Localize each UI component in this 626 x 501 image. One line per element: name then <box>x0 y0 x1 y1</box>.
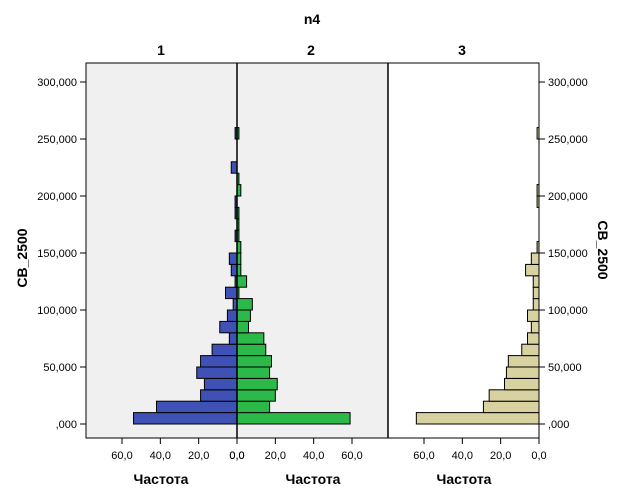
bar-panel1-2 <box>200 389 238 402</box>
bar-panel2-2 <box>236 389 276 402</box>
bar-panel3-7 <box>527 332 540 345</box>
bar-panel3-12 <box>532 275 540 288</box>
bar-panel3-3 <box>504 377 540 391</box>
x-tick-label-panel2-2: 40,0 <box>303 450 324 462</box>
panel-label-2: 2 <box>307 42 315 58</box>
bar-panel2-4 <box>236 366 271 379</box>
x-tick-label-panel2-3: 60,0 <box>341 450 362 462</box>
bar-panel3-9 <box>527 309 540 322</box>
bar-panel3-2 <box>488 389 540 402</box>
bar-panel1-5 <box>200 355 238 368</box>
x-axis-label-2: Частота <box>286 471 341 487</box>
y-tick-label-right-6: 300,000 <box>548 77 588 89</box>
x-axes: 60,0 40,0 20,0 0,0 0,0 20,0 40,0 60,0 60,0 40,0 20… <box>111 438 547 462</box>
y-tick-label-left-3: 150,000 <box>37 248 77 260</box>
bar-panel3-6 <box>521 343 540 357</box>
bar-panel2-5 <box>236 355 272 368</box>
y-tick-label-left-0: ,000 <box>56 419 77 431</box>
bar-panel2-8 <box>236 320 249 334</box>
bar-panel3-13 <box>525 263 540 277</box>
x-tick-label-panel1-1: 40,0 <box>150 450 171 462</box>
y-tick-label-right-5: 250,000 <box>548 134 588 146</box>
y-tick-label-left-4: 200,000 <box>37 191 77 203</box>
y-axis-label-right: CB_2500 <box>595 220 611 279</box>
x-axis-label-3: Частота <box>437 471 492 487</box>
y-tick-label-right-0: ,000 <box>548 419 569 431</box>
chart-title: n4 <box>304 11 321 27</box>
bar-panel3-5 <box>507 355 540 368</box>
y-tick-label-left-2: 100,000 <box>37 305 77 317</box>
bar-panel3-0 <box>415 412 540 425</box>
bar-panel3-4 <box>505 366 540 379</box>
y-axis-right: ,000 50,000 100,000 150,000 200,000 250,000 30… <box>539 77 588 431</box>
bar-panel3-11 <box>532 286 540 300</box>
bar-panel1-3 <box>203 377 238 391</box>
bar-panel3-1 <box>482 400 540 414</box>
y-tick-label-right-1: 50,000 <box>548 362 582 374</box>
bar-panel2-6 <box>236 343 267 357</box>
bar-panel1-6 <box>211 343 238 357</box>
bar-panel1-14 <box>228 252 238 265</box>
y-axis-left: ,000 50,000 100,000 150,000 200,000 250,000 30… <box>37 77 86 431</box>
x-tick-label-panel2-1: 20,0 <box>265 450 286 462</box>
bar-panel1-4 <box>196 366 238 379</box>
x-tick-label-panel1-3: 0,0 <box>229 450 244 462</box>
bar-panel2-7 <box>236 332 265 345</box>
bar-panel1-1 <box>156 400 238 414</box>
bar-panel2-3 <box>236 377 278 391</box>
panel-label-1: 1 <box>157 42 165 58</box>
bar-panel3-15 <box>536 241 540 254</box>
bar-panel1-7 <box>228 332 238 345</box>
x-tick-label-panel3-1: 40,0 <box>452 450 473 462</box>
bar-panel3-18 <box>536 127 540 140</box>
bar-panel1-9 <box>226 309 238 322</box>
bar-panel2-0 <box>236 412 351 425</box>
y-tick-label-right-4: 200,000 <box>548 191 588 203</box>
bar-panel3-17 <box>536 184 540 197</box>
bar-panel1-18 <box>230 161 238 174</box>
bar-panel1-8 <box>219 320 238 334</box>
bar-panel3-16 <box>536 195 540 208</box>
bar-panel2-9 <box>236 309 251 322</box>
y-axis-label-left: CB_2500 <box>14 228 30 287</box>
bar-panel3-10 <box>532 298 540 311</box>
bar-panel1-13 <box>230 263 238 277</box>
y-tick-label-right-2: 100,000 <box>548 305 588 317</box>
x-tick-label-panel3-0: 60,0 <box>413 450 434 462</box>
x-tick-label-panel3-3: 0,0 <box>531 450 546 462</box>
bar-panel1-11 <box>225 286 238 300</box>
x-tick-label-panel1-2: 20,0 <box>188 450 209 462</box>
y-tick-label-right-3: 150,000 <box>548 248 588 260</box>
x-tick-label-panel1-0: 60,0 <box>111 450 132 462</box>
bar-panel3-14 <box>530 252 540 265</box>
bar-panel2-12 <box>236 275 248 288</box>
bar-panel2-10 <box>236 298 253 311</box>
y-tick-label-left-5: 250,000 <box>37 134 77 146</box>
x-tick-label-panel2-0: 0,0 <box>229 450 244 462</box>
panel-label-3: 3 <box>458 42 466 58</box>
x-axis-label-1: Частота <box>134 471 189 487</box>
x-tick-label-panel3-2: 20,0 <box>490 450 511 462</box>
y-tick-label-left-6: 300,000 <box>37 77 77 89</box>
bar-panel1-0 <box>133 412 238 425</box>
bar-panel2-1 <box>236 400 271 414</box>
bar-panel3-8 <box>530 320 540 334</box>
y-tick-label-left-1: 50,000 <box>43 362 77 374</box>
